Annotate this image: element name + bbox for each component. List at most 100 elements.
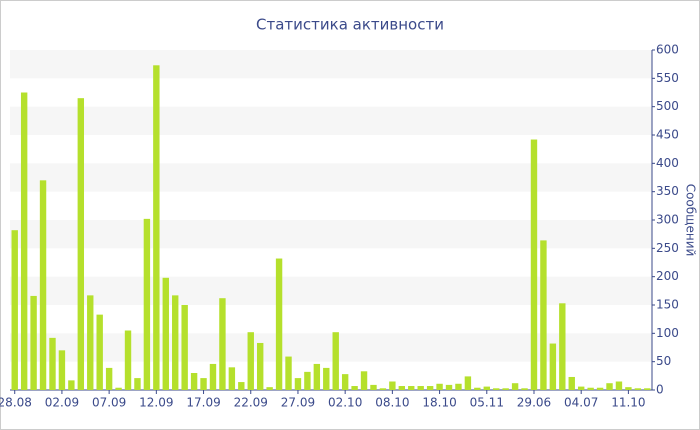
bar (134, 378, 141, 390)
bar (266, 387, 273, 390)
bar (304, 371, 311, 390)
bar (323, 367, 330, 390)
bar (313, 363, 321, 390)
y-tick-label: 100 (656, 326, 679, 340)
grid-band (10, 163, 652, 192)
bar (426, 386, 434, 390)
bar (379, 388, 387, 390)
y-tick-label: 300 (656, 213, 679, 227)
bar (77, 98, 85, 391)
y-tick-label: 600 (656, 43, 679, 57)
bar (530, 139, 538, 390)
bar (256, 342, 264, 390)
y-tick-label: 200 (656, 269, 679, 283)
bar (445, 384, 453, 390)
bar (577, 386, 585, 390)
bar (625, 387, 632, 390)
bar (115, 387, 122, 390)
bar (247, 332, 254, 390)
bar (587, 387, 594, 390)
bar (49, 337, 56, 390)
x-tick-label: 12.09 (139, 396, 173, 410)
x-tick-label: 07.09 (92, 396, 126, 410)
bar (341, 374, 349, 390)
bar (436, 383, 443, 390)
bar (511, 383, 519, 390)
chart-title: Статистика активности (256, 16, 444, 34)
x-tick-label: 22.09 (234, 396, 268, 410)
bar (275, 258, 283, 390)
y-tick-label: 550 (656, 71, 679, 85)
y-axis-label: Сообщений (684, 184, 698, 257)
bar (596, 387, 604, 390)
bar (228, 367, 236, 390)
y-tick-label: 50 (656, 354, 671, 368)
bar (568, 376, 575, 390)
bar (615, 381, 623, 390)
bar (285, 356, 292, 390)
grid-band (10, 50, 652, 79)
bar (87, 295, 94, 390)
bar (219, 298, 226, 390)
bar (58, 350, 66, 390)
bar (190, 373, 198, 390)
x-tick-label: 28.08 (0, 396, 32, 410)
bar (68, 380, 75, 390)
bar (455, 383, 462, 390)
grid-band (10, 276, 652, 305)
bar (124, 330, 132, 390)
x-tick-label: 02.09 (45, 396, 79, 410)
bar (417, 386, 424, 390)
y-tick-label: 350 (656, 184, 679, 198)
bar (11, 230, 18, 390)
bar (644, 388, 651, 390)
bar (162, 277, 169, 390)
y-tick-label: 150 (656, 298, 679, 312)
bar (474, 387, 481, 390)
bar (360, 371, 368, 390)
bar (96, 314, 103, 390)
x-tick-label: 27.09 (281, 396, 315, 410)
bar (521, 388, 528, 390)
grid-band (10, 106, 652, 135)
bar (483, 386, 490, 390)
y-tick-label: 0 (656, 383, 664, 397)
x-tick-label: 29.06 (517, 396, 551, 410)
bar (398, 386, 406, 390)
bar (606, 383, 613, 390)
bar (408, 386, 415, 390)
bar (105, 367, 113, 390)
y-tick-label: 450 (656, 128, 679, 142)
bar (634, 388, 642, 390)
bar (238, 382, 245, 390)
bar (540, 240, 547, 390)
bar (389, 381, 396, 390)
x-tick-label: 02.10 (328, 396, 362, 410)
bar (502, 388, 509, 390)
x-tick-label: 08.10 (375, 396, 409, 410)
y-tick-label: 400 (656, 156, 679, 170)
bar (30, 295, 37, 390)
bar (20, 92, 28, 390)
bar (351, 386, 358, 390)
bar (294, 378, 302, 390)
bar (549, 343, 557, 390)
bar (200, 378, 207, 390)
x-tick-label: 04.07 (564, 396, 598, 410)
bar (153, 65, 160, 391)
bar (209, 363, 217, 390)
bar (370, 384, 377, 390)
bar (493, 388, 500, 390)
bar (172, 295, 179, 390)
bar (559, 303, 566, 390)
y-tick-label: 500 (656, 99, 679, 113)
x-tick-label: 18.10 (422, 396, 456, 410)
grid-band (10, 220, 652, 249)
y-tick-label: 250 (656, 241, 679, 255)
bar (143, 218, 151, 390)
x-tick-label: 11.10 (611, 396, 645, 410)
bar (332, 332, 339, 390)
x-tick-label: 05.11 (470, 396, 504, 410)
bar (39, 180, 47, 390)
